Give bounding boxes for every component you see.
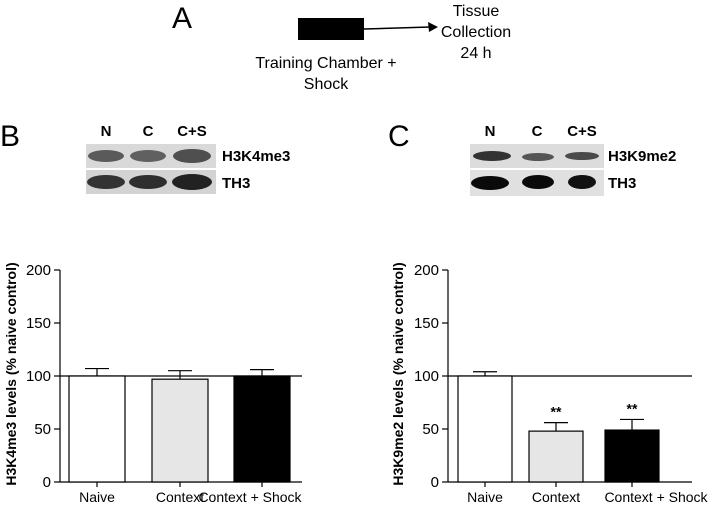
blot-c-row-label-2: TH3 — [608, 175, 636, 192]
blot-c-band — [565, 152, 599, 160]
y-tick-label: 0 — [431, 474, 439, 491]
western-blot-c: N C C+S H3K9me2 TH3 — [470, 123, 676, 196]
blot-c-lane-cs: C+S — [567, 123, 597, 140]
y-tick-label: 150 — [414, 315, 439, 332]
collection-label-line2: Collection — [441, 24, 511, 41]
blot-b-band — [129, 175, 167, 189]
x-tick-label: Context — [532, 489, 580, 505]
x-tick-label: Context + Shock — [198, 489, 302, 505]
blot-b-row-label-1: H3K4me3 — [222, 148, 290, 165]
collection-label-line3: 24 h — [460, 45, 491, 62]
x-tick-label: Context — [156, 489, 204, 505]
blot-c-band — [473, 151, 511, 161]
collection-label-line1: Tissue — [453, 3, 500, 20]
blot-c-band — [568, 175, 596, 189]
western-blot-b: N C C+S H3K4me3 TH3 — [86, 123, 290, 194]
y-tick-label: 200 — [26, 262, 51, 279]
x-tick-label: Context + Shock — [604, 489, 708, 505]
y-tick-label: 150 — [26, 315, 51, 332]
blot-b-lane-n: N — [101, 123, 112, 140]
blot-b-row-label-2: TH3 — [222, 175, 250, 192]
significance-label: ** — [551, 404, 562, 420]
blot-b-band — [172, 174, 212, 190]
blot-c-band — [471, 176, 509, 190]
y-tick-label: 100 — [26, 368, 51, 385]
blot-c-band — [522, 175, 554, 189]
training-block — [298, 18, 364, 40]
training-label-line1: Training Chamber + — [255, 55, 396, 72]
blot-c-band — [522, 153, 554, 161]
bar — [604, 429, 660, 483]
blot-b-lane-c: C — [143, 123, 154, 140]
timeline-arrow-head — [428, 22, 438, 32]
panel-label-a: A — [172, 2, 192, 35]
bar — [233, 375, 291, 483]
bar-chart-h3k9me2: H3K9me2 levels (% naive control) 0 50 100 1… — [390, 262, 709, 505]
training-label-line2: Shock — [304, 76, 349, 93]
blot-b-lane-cs: C+S — [177, 123, 207, 140]
blot-c-lane-c: C — [532, 123, 543, 140]
bar — [457, 375, 513, 483]
blot-b-band — [88, 150, 124, 162]
x-tick-label: Naive — [79, 489, 115, 505]
significance-label: ** — [627, 400, 638, 416]
x-tick-label: Naive — [467, 489, 503, 505]
bar — [528, 430, 584, 483]
y-tick-label: 50 — [422, 421, 439, 438]
y-tick-label: 200 — [414, 262, 439, 279]
timeline-arrow-line — [363, 26, 431, 30]
blot-b-band — [130, 150, 166, 162]
y-tick-label: 50 — [34, 421, 51, 438]
blot-c-row-label-1: H3K9me2 — [608, 148, 676, 165]
y-tick-label: 100 — [414, 368, 439, 385]
y-axis-label: H3K9me2 levels (% naive control) — [390, 262, 406, 485]
blot-b-band — [173, 149, 211, 163]
blot-b-band — [87, 175, 125, 189]
blot-c-lane-n: N — [485, 123, 496, 140]
y-tick-label: 0 — [43, 474, 51, 491]
bar-chart-h3k4me3: H3K4me3 levels (% naive control) 0 50 100 1… — [3, 262, 303, 505]
panel-label-b: B — [0, 120, 20, 153]
bar — [68, 375, 126, 483]
bar — [151, 378, 209, 483]
y-axis-label: H3K4me3 levels (% naive control) — [3, 262, 19, 485]
panel-label-c: C — [388, 120, 410, 153]
